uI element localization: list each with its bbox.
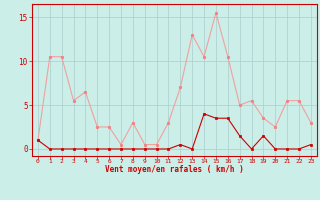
X-axis label: Vent moyen/en rafales ( km/h ): Vent moyen/en rafales ( km/h ) <box>105 165 244 174</box>
